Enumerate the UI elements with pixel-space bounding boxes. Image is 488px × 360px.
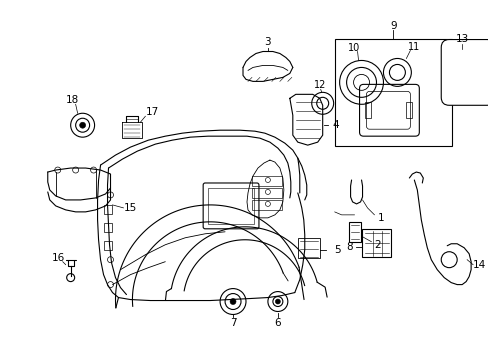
Text: 10: 10: [348, 42, 360, 53]
Text: 4: 4: [332, 120, 338, 130]
FancyBboxPatch shape: [440, 40, 488, 105]
Bar: [406, 102, 411, 118]
Bar: [103, 241, 111, 250]
Text: 6: 6: [274, 319, 281, 328]
Bar: [103, 223, 111, 232]
Text: 14: 14: [471, 260, 485, 270]
Text: 1: 1: [377, 213, 384, 223]
Bar: [361, 229, 390, 257]
Text: 18: 18: [66, 95, 79, 105]
Text: 12: 12: [313, 80, 325, 90]
Bar: [251, 176, 281, 186]
Text: 13: 13: [455, 33, 468, 44]
Bar: [251, 188, 281, 198]
Bar: [251, 200, 281, 210]
Text: 7: 7: [229, 319, 236, 328]
Text: 3: 3: [264, 36, 271, 46]
Bar: [364, 102, 370, 118]
Text: 5: 5: [334, 245, 340, 255]
Text: 2: 2: [373, 240, 380, 250]
Bar: [297, 238, 319, 258]
Text: 8: 8: [346, 242, 352, 252]
Text: 9: 9: [389, 21, 396, 31]
Bar: [334, 39, 451, 146]
Bar: [103, 205, 111, 214]
Text: 16: 16: [52, 253, 65, 263]
Circle shape: [229, 298, 236, 305]
Text: 11: 11: [407, 41, 420, 51]
Bar: [348, 222, 360, 242]
Text: 17: 17: [145, 107, 159, 117]
Bar: [208, 188, 253, 224]
Circle shape: [275, 299, 280, 304]
Circle shape: [80, 122, 85, 128]
Text: 15: 15: [123, 203, 137, 213]
